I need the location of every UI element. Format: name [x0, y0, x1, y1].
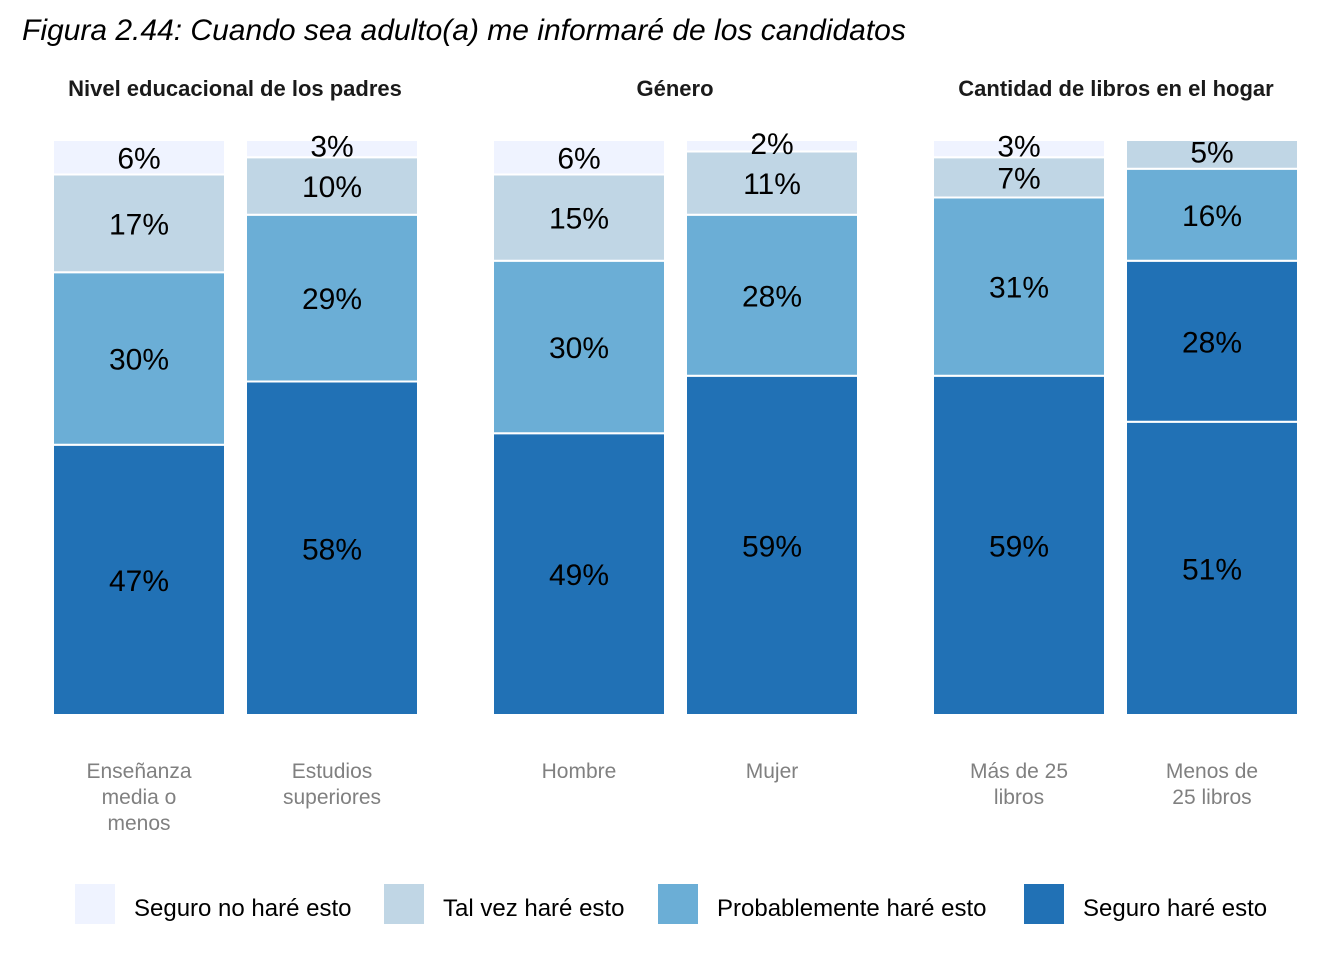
figure-title: Figura 2.44: Cuando sea adulto(a) me inf…: [22, 14, 906, 47]
bar-segment: [1125, 167, 1299, 262]
data-label: 59%: [989, 530, 1049, 563]
category-label-line: Más de 25: [970, 760, 1068, 783]
category-label: Estudios superiores: [283, 760, 381, 809]
data-label: 3%: [997, 131, 1040, 164]
data-label: 47%: [109, 565, 169, 598]
legend-item: Seguro haré esto: [1024, 884, 1267, 924]
category-label-line: libros: [994, 786, 1044, 809]
category-label: Enseñanza media o menos: [86, 760, 191, 835]
category-label-line: 25 libros: [1172, 786, 1251, 809]
data-label: 11%: [743, 168, 801, 201]
bar-stack: 51% 28% 16% 5%: [1125, 136, 1299, 716]
panels: Nivel educacional de los padres 47% 30% 17%…: [52, 76, 1299, 835]
legend-label: Tal vez haré esto: [443, 895, 624, 922]
legend: Seguro no haré esto Tal vez haré esto Prob…: [75, 884, 1267, 924]
bar-segment: [932, 196, 1106, 377]
category-label-line: Menos de: [1166, 760, 1258, 783]
data-label: 51%: [1182, 553, 1242, 586]
panel-title: Género: [636, 76, 713, 101]
data-label: 58%: [302, 533, 362, 566]
legend-item: Seguro no haré esto: [75, 884, 352, 924]
data-label: 28%: [1182, 326, 1242, 359]
bar-segment: [685, 139, 859, 153]
legend-swatch: [384, 884, 424, 924]
category-label: Hombre: [542, 760, 617, 783]
data-label: 30%: [109, 344, 169, 377]
category-label-line: Hombre: [542, 760, 617, 783]
bar-stack: 47% 30% 17% 6%: [52, 139, 226, 716]
panel-title: Cantidad de libros en el hogar: [958, 76, 1274, 101]
legend-label: Seguro no haré esto: [134, 895, 352, 922]
data-label: 30%: [549, 332, 609, 365]
data-label: 6%: [117, 142, 160, 175]
data-label: 2%: [750, 128, 793, 161]
category-label: Mujer: [746, 760, 799, 783]
data-label: 5%: [1190, 136, 1233, 169]
bar-segment: [52, 139, 226, 176]
data-label: 17%: [109, 208, 169, 241]
category-label-line: superiores: [283, 786, 381, 809]
bar-segment: [685, 374, 859, 716]
bar-segment: [932, 139, 1106, 159]
legend-label: Seguro haré esto: [1083, 895, 1267, 922]
bar-segment: [492, 432, 666, 716]
data-label: 6%: [557, 142, 600, 175]
data-label: 31%: [989, 272, 1049, 305]
bar-segment: [492, 259, 666, 435]
data-label: 59%: [742, 530, 802, 563]
category-label-line: Estudios: [292, 760, 373, 783]
data-label: 3%: [310, 131, 353, 164]
bar-segment: [52, 443, 226, 716]
data-label: 49%: [549, 559, 609, 592]
panel-3: Cantidad de libros en el hogar 59% 31% 7%3%…: [932, 76, 1299, 809]
bar-segment: [1125, 420, 1299, 716]
data-label: 7%: [997, 162, 1040, 195]
bar-stack: 59% 31% 7%3%: [932, 131, 1106, 716]
category-label-line: Mujer: [746, 760, 799, 783]
legend-item: Tal vez haré esto: [384, 884, 624, 924]
legend-swatch: [75, 884, 115, 924]
data-label: 28%: [742, 280, 802, 313]
panel-title: Nivel educacional de los padres: [68, 76, 402, 101]
bar-segment: [1125, 259, 1299, 423]
data-label: 15%: [549, 203, 609, 236]
bar-segment: [932, 374, 1106, 716]
legend-item: Probablemente haré esto: [658, 884, 987, 924]
panel-1: Nivel educacional de los padres 47% 30% 17%…: [52, 76, 419, 835]
legend-swatch: [1024, 884, 1064, 924]
bar-stack: 58% 29% 10% 3%: [245, 131, 419, 716]
data-label: 10%: [302, 171, 362, 204]
bar-segment: [245, 213, 419, 383]
bar-stack: 59% 28% 11% 2%: [685, 128, 859, 716]
legend-label: Probablemente haré esto: [717, 895, 987, 922]
bar-stack: 49% 30% 15% 6%: [492, 139, 666, 716]
bar-segment: [1125, 139, 1299, 170]
bar-segment: [492, 139, 666, 176]
data-label: 29%: [302, 283, 362, 316]
category-label-line: Enseñanza: [86, 760, 191, 783]
category-label: Menos de 25 libros: [1166, 760, 1258, 809]
bar-segment: [52, 271, 226, 446]
bar-segment: [245, 156, 419, 216]
bar-segment: [245, 139, 419, 159]
legend-swatch: [658, 884, 698, 924]
category-label-line: menos: [107, 812, 170, 835]
bar-segment: [245, 380, 419, 716]
category-label-line: media o: [102, 786, 177, 809]
panel-2: Género 49% 30% 15% 6% Hombre 59% 28% 11% 2% Mujer: [492, 76, 859, 783]
category-label: Más de 25 libros: [970, 760, 1068, 809]
bar-segment: [685, 213, 859, 377]
data-label: 16%: [1182, 200, 1242, 233]
